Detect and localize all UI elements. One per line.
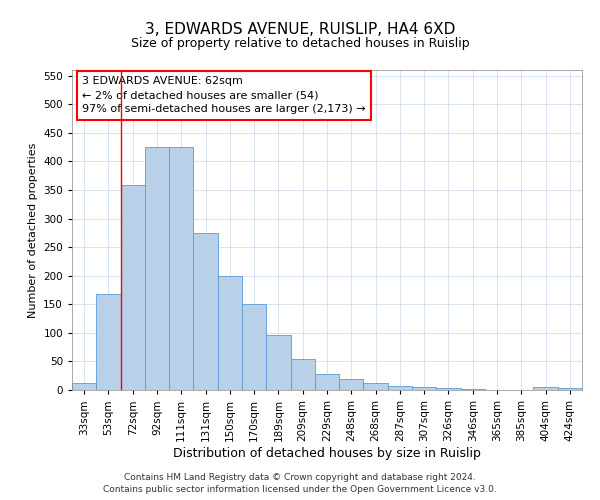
Bar [388, 386, 412, 390]
Bar [461, 389, 485, 390]
Bar [339, 378, 364, 390]
Bar [266, 334, 290, 390]
Bar [218, 276, 242, 390]
Bar [242, 304, 266, 390]
Bar [315, 374, 339, 390]
X-axis label: Distribution of detached houses by size in Ruislip: Distribution of detached houses by size … [173, 446, 481, 460]
Bar [121, 186, 145, 390]
Text: Size of property relative to detached houses in Ruislip: Size of property relative to detached ho… [131, 38, 469, 51]
Bar [169, 147, 193, 390]
Bar [145, 147, 169, 390]
Text: Contains public sector information licensed under the Open Government Licence v3: Contains public sector information licen… [103, 485, 497, 494]
Text: 3, EDWARDS AVENUE, RUISLIP, HA4 6XD: 3, EDWARDS AVENUE, RUISLIP, HA4 6XD [145, 22, 455, 38]
Bar [558, 388, 582, 390]
Bar [412, 387, 436, 390]
Bar [193, 233, 218, 390]
Text: Contains HM Land Registry data © Crown copyright and database right 2024.: Contains HM Land Registry data © Crown c… [124, 472, 476, 482]
Bar [72, 382, 96, 390]
Bar [290, 358, 315, 390]
Y-axis label: Number of detached properties: Number of detached properties [28, 142, 38, 318]
Bar [533, 387, 558, 390]
Bar [436, 388, 461, 390]
Bar [364, 382, 388, 390]
Bar [96, 294, 121, 390]
Text: 3 EDWARDS AVENUE: 62sqm
← 2% of detached houses are smaller (54)
97% of semi-det: 3 EDWARDS AVENUE: 62sqm ← 2% of detached… [82, 76, 366, 114]
